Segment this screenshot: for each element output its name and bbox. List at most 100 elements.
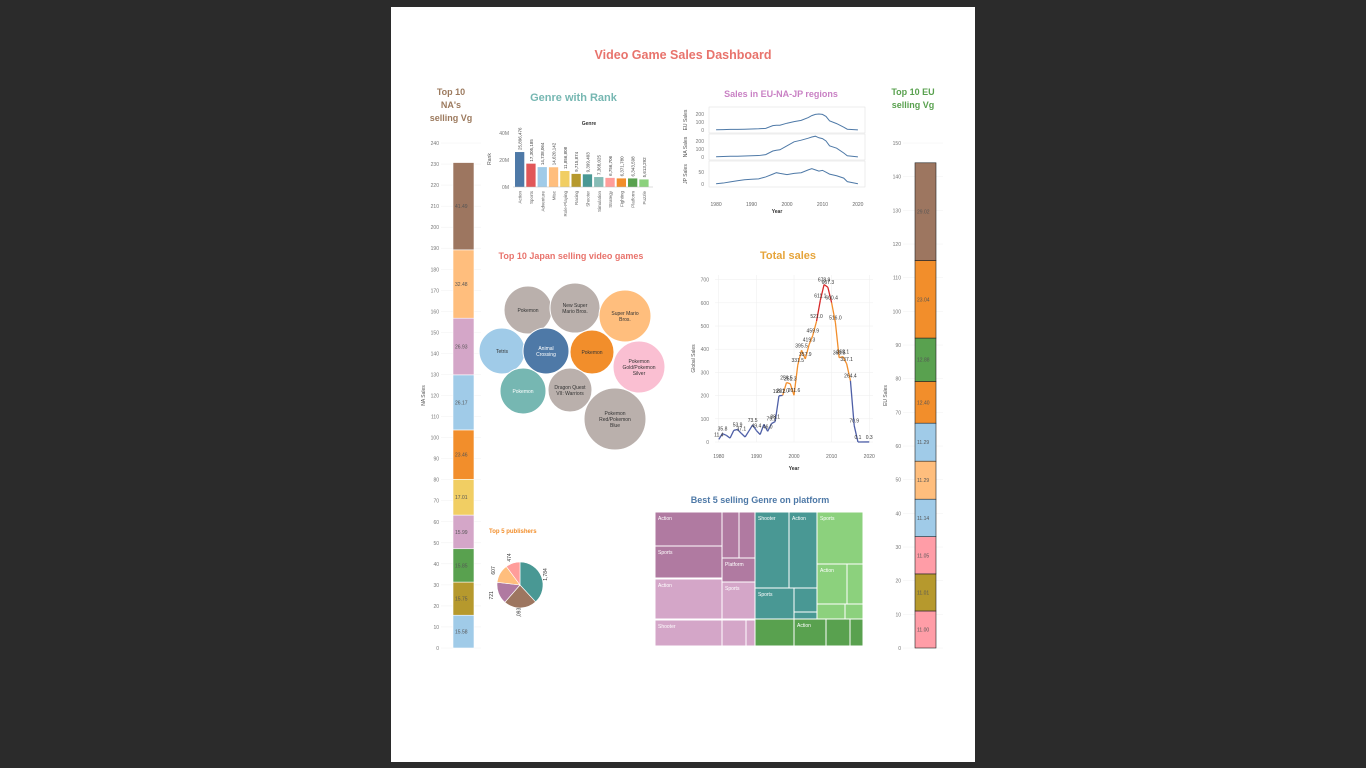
eu-ytick: 90	[895, 343, 901, 349]
total-line-segment	[725, 434, 731, 439]
na-ytick: 150	[431, 330, 440, 336]
total-point-label: 11.4	[714, 432, 724, 438]
total-point-label: 88.1	[770, 415, 780, 421]
na-bar-label: 23.46	[455, 453, 468, 459]
total-point-label: 357.9	[799, 352, 812, 358]
na-ytick: 100	[431, 436, 440, 442]
na-bar-label: 15.75	[455, 597, 468, 603]
total-line-segment	[771, 420, 776, 425]
eu-bar-label: 29.02	[917, 210, 930, 216]
na-ytick: 50	[433, 541, 439, 547]
total-point-label: 256.5	[780, 376, 793, 382]
na-ytick: 230	[431, 162, 440, 168]
treemap-cell-label: Action	[792, 516, 806, 522]
regions-ytick: 0	[701, 155, 704, 161]
treemap-cell	[754, 618, 795, 646]
eu-ytick: 80	[895, 377, 901, 383]
japan-bubble-label: Bros.	[619, 317, 631, 323]
eu-bar-label: 11.01	[917, 590, 929, 596]
genre-value-label: 9,399,403	[585, 152, 590, 173]
na-ytick: 240	[431, 141, 440, 147]
total-xtick: 2000	[788, 454, 799, 460]
treemap-cell	[793, 611, 818, 620]
total-line-segment	[834, 322, 840, 358]
japan-bubble	[598, 289, 652, 343]
eu-bar-label: 23.04	[917, 297, 930, 303]
total-line-segment	[733, 428, 738, 431]
treemap-cell	[816, 563, 848, 605]
genre-bar	[548, 167, 559, 187]
total-line-segment	[853, 425, 859, 443]
regions-panel	[708, 133, 866, 161]
treemap-cell	[754, 587, 795, 620]
total-line-segment	[815, 300, 821, 322]
total-xtick: 1990	[751, 454, 762, 460]
na-ytick: 20	[433, 604, 439, 610]
total-line-segment	[740, 432, 746, 438]
total-point-label: 49.4	[752, 424, 762, 430]
total-point-label: 363.5	[833, 351, 846, 357]
genre-value-label: 17,305,185	[529, 139, 534, 162]
publishers-slice	[519, 561, 544, 603]
publishers-slice-label: 607	[491, 566, 497, 575]
na-ytick: 40	[433, 562, 439, 568]
total-line-segment	[797, 350, 803, 366]
na-bar-label: 15.58	[455, 630, 468, 636]
genre-bar	[560, 170, 570, 187]
japan-chart-title: Top 10 Japan selling video games	[498, 251, 644, 261]
treemap-cell	[721, 581, 756, 620]
dashboard-title: Video Game Sales Dashboard	[594, 48, 772, 62]
total-line-segment	[849, 380, 855, 426]
total-ylabel: Global Sales	[691, 344, 697, 373]
total-point-label: 419.3	[803, 338, 816, 344]
regions-series-label: JP Sales	[683, 164, 689, 184]
total-point-label: 264.4	[844, 374, 857, 380]
publishers-slice	[505, 561, 521, 586]
eu-top10-chart: 0 10 20 30 40 50 60 70 80 90 100 110 120 130 140 150 EU …	[883, 141, 943, 652]
total-line-segment	[812, 320, 818, 336]
eu-bar-label: 11.05	[917, 553, 929, 559]
regions-ytick: 0	[701, 182, 704, 188]
genre-category-label: Shooter	[585, 191, 590, 207]
na-ytick: 210	[431, 204, 440, 210]
eu-ytick: 10	[895, 612, 901, 618]
total-point-label: 368.1	[837, 350, 850, 356]
publishers-slice-label: 1,093	[516, 608, 522, 617]
treemap-cell	[825, 618, 851, 646]
treemap-cell-label: Sports	[758, 592, 773, 598]
genre-category-label: Misc	[552, 190, 557, 200]
regions-ytick: 200	[696, 112, 705, 118]
treemap-cell-label: Sports	[658, 550, 673, 556]
genre-ytick: 20M	[499, 158, 509, 164]
genre-bar	[526, 163, 536, 187]
eu-ytick: 110	[893, 276, 901, 282]
genre-category-label: Racing	[574, 191, 579, 206]
regions-ytick: 100	[696, 147, 705, 153]
publishers-slice-label: 1,784	[543, 568, 549, 581]
total-line-segment	[763, 424, 769, 432]
na-bar-label: 15.85	[455, 563, 468, 569]
na-ytick: 30	[433, 583, 439, 589]
treemap-cell	[754, 512, 790, 589]
total-sales-chart: 0 100 200 300 400 500 600 700 1980 1990 2000 2010 20…	[691, 275, 875, 472]
total-ytick: 0	[706, 440, 709, 446]
total-line-segment	[782, 382, 788, 396]
genre-header: Genre	[582, 121, 597, 127]
genre-category-label: Sports	[529, 190, 534, 204]
genre-bar	[605, 177, 615, 187]
genre-bar	[582, 174, 593, 187]
total-line-segment	[767, 423, 773, 432]
regions-line	[716, 168, 859, 185]
publishers-slice-label: 474	[507, 553, 513, 562]
eu-bar-label: 12.40	[917, 400, 930, 406]
total-point-label: 678.9	[818, 278, 831, 284]
total-line-segment	[830, 302, 837, 323]
total-line-segment	[755, 430, 761, 435]
total-point-label: 199.2	[773, 389, 786, 395]
genre-value-label: 11,856,808	[563, 146, 568, 169]
eu-ytick: 20	[895, 579, 901, 585]
genre-category-label: Platform	[631, 191, 636, 208]
japan-bubble-label: Silver	[633, 371, 646, 377]
na-ytick: 60	[433, 520, 439, 526]
total-line-segment	[786, 381, 791, 385]
